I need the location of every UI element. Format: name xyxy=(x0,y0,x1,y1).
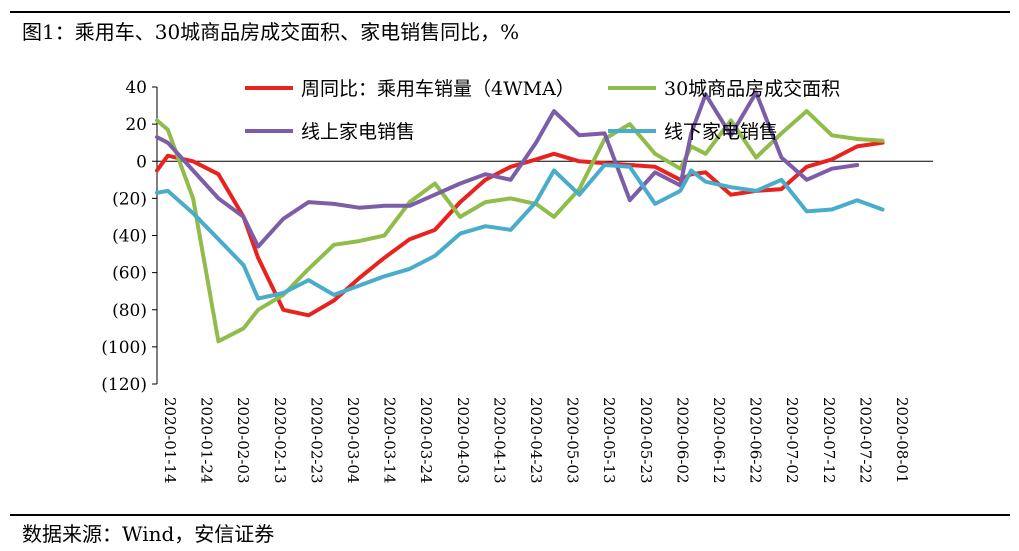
x-tick-label: 2020-07-02 xyxy=(783,397,801,483)
x-tick-label: 2020-07-12 xyxy=(820,397,838,483)
legend-label-2: 30城商品房成交面积 xyxy=(664,78,840,100)
bottom-rule xyxy=(10,514,1010,516)
legend-label-4: 线下家电销售 xyxy=(664,121,778,143)
x-tick-label: 2020-02-13 xyxy=(271,397,289,483)
x-tick-label: 2020-07-22 xyxy=(856,397,874,483)
x-tick-label: 2020-04-03 xyxy=(454,397,472,483)
x-tick-label: 2020-06-02 xyxy=(673,397,691,483)
data-source: 数据来源：Wind，安信证券 xyxy=(22,522,275,546)
x-tick-label: 2020-05-23 xyxy=(637,397,655,483)
x-tick-label: 2020-06-22 xyxy=(747,397,765,483)
y-tick-label: (100) xyxy=(101,338,147,358)
x-tick-label: 2020-02-03 xyxy=(234,397,252,483)
y-tick-label: (60) xyxy=(112,264,147,284)
x-tick-label: 2020-05-03 xyxy=(564,397,582,483)
x-tick-label: 2020-02-23 xyxy=(307,397,325,483)
series-line-3 xyxy=(155,90,860,249)
series-line-2 xyxy=(155,109,885,344)
x-tick-label: 2020-05-13 xyxy=(600,397,618,483)
x-tick-label: 2020-04-23 xyxy=(527,397,545,483)
x-tick-label: 2020-04-13 xyxy=(490,397,508,483)
y-tick-label: 20 xyxy=(125,115,147,135)
x-tick-label: 2020-08-01 xyxy=(893,397,911,483)
x-tick-label: 2020-03-14 xyxy=(381,397,399,483)
y-tick-label: (120) xyxy=(101,375,147,395)
x-tick-label: 2020-03-04 xyxy=(344,397,362,483)
figure-title: 图1：乘用车、30城商品房成交面积、家电销售同比，% xyxy=(22,20,520,44)
y-tick-label: 0 xyxy=(136,152,147,172)
y-tick-label: (40) xyxy=(112,227,147,247)
x-tick-label: 2020-03-24 xyxy=(417,397,435,483)
y-tick-label: 40 xyxy=(125,78,147,98)
series-line-4 xyxy=(155,163,885,301)
legend-label-3: 线上家电销售 xyxy=(301,121,415,143)
x-tick-label: 2020-01-14 xyxy=(161,397,179,483)
x-tick-label: 2020-06-12 xyxy=(710,397,728,483)
y-tick-label: (20) xyxy=(112,189,147,209)
x-tick-label: 2020-01-24 xyxy=(198,397,216,483)
legend-label-1: 周同比：乘用车销量（4WMA） xyxy=(301,78,575,100)
y-tick-label: (80) xyxy=(112,301,147,321)
top-rule xyxy=(10,11,1010,13)
